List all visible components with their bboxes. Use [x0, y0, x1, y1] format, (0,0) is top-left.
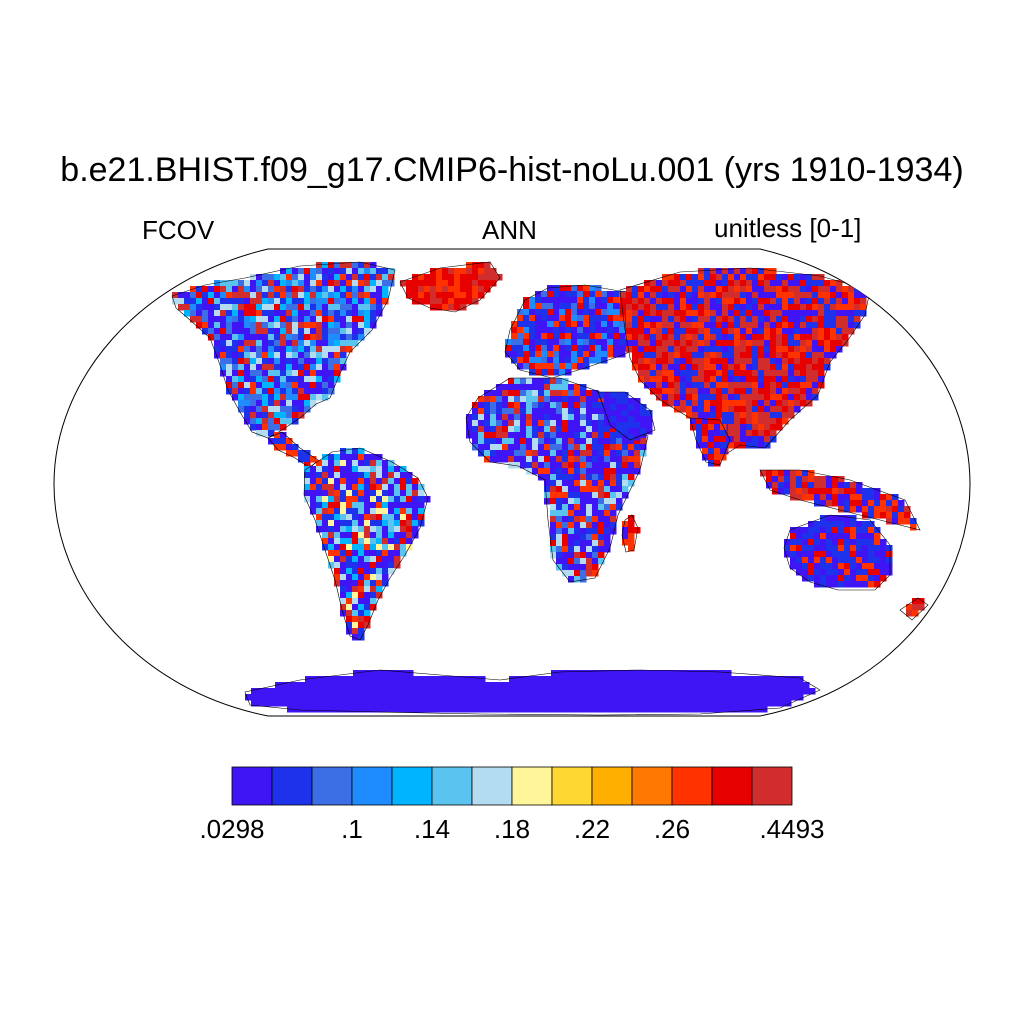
- colorbar-tick-label: .22: [574, 814, 610, 844]
- plot-title: b.e21.BHIST.f09_g17.CMIP6-hist-noLu.001 …: [60, 151, 964, 189]
- colorbar-tick-label: .4493: [759, 814, 824, 844]
- colorbar-box: [711, 766, 753, 806]
- season-label: ANN: [482, 215, 537, 245]
- africa-landmass: [465, 377, 649, 583]
- colorbar-box: [271, 766, 313, 806]
- variable-label: FCOV: [142, 215, 215, 245]
- colorbar-box: [591, 766, 633, 806]
- greenland-landmass: [399, 261, 503, 313]
- colorbar-box: [431, 766, 473, 806]
- south-america-landmass: [303, 447, 431, 641]
- colorbar-box: [391, 766, 433, 806]
- colorbar-tick-label: .18: [494, 814, 530, 844]
- colorbar-box: [751, 766, 793, 806]
- se-asia-landmass: [759, 469, 921, 531]
- madagascar-landmass: [621, 514, 641, 553]
- colorbar-box: [671, 766, 713, 806]
- north-america-landmass: [171, 261, 396, 439]
- colorbar-box: [231, 766, 273, 806]
- colorbar-tick-label: .0298: [199, 814, 264, 844]
- colorbar-box: [511, 766, 553, 806]
- colorbar-box: [351, 766, 393, 806]
- australia-landmass: [783, 514, 893, 591]
- colorbar-box: [471, 766, 513, 806]
- colorbar-box: [311, 766, 353, 806]
- colorbar-tick-label: .14: [414, 814, 450, 844]
- world-map: [53, 248, 971, 717]
- india-landmass: [689, 417, 733, 467]
- colorbar-tick-label: .26: [654, 814, 690, 844]
- units-label: unitless [0-1]: [714, 213, 862, 243]
- colorbar-box: [551, 766, 593, 806]
- new-zealand-landmass: [899, 597, 929, 621]
- colorbar-box: [631, 766, 673, 806]
- antarctica-landmass: [244, 669, 821, 716]
- arabia-landmass: [597, 391, 656, 441]
- colorbar-tick-label: .1: [341, 814, 363, 844]
- central-america-landmass: [267, 431, 319, 469]
